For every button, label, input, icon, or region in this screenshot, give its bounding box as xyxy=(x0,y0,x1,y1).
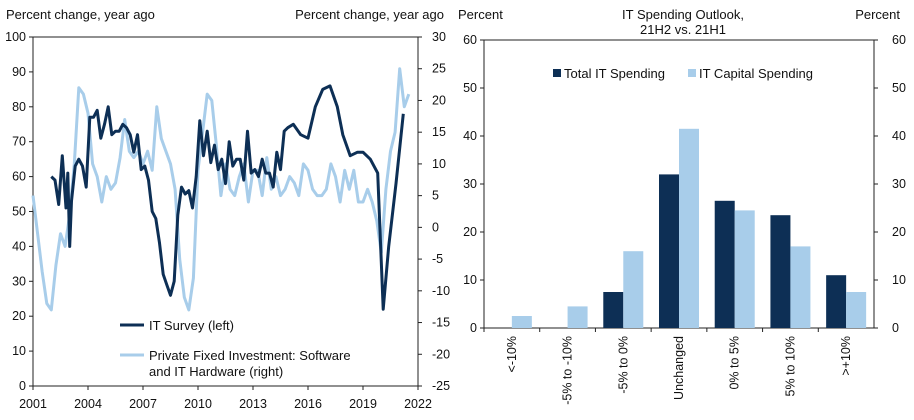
right-y-tick-label: 10 xyxy=(432,157,446,171)
bar-chart-subtitle: 21H2 vs. 21H1 xyxy=(640,22,726,37)
right-y-tick-label: -20 xyxy=(432,347,450,361)
bar-category-label: Unchanged xyxy=(672,336,686,400)
x-tick-label: 2001 xyxy=(19,397,47,411)
left-y-tick-label: 60 xyxy=(12,170,26,184)
line-chart: Percent change, year ago Percent change,… xyxy=(5,7,450,411)
right-y-tick-label: 20 xyxy=(432,93,446,107)
bar-category-label: 5% to 10% xyxy=(783,336,797,396)
x-tick-label: 2022 xyxy=(404,397,432,411)
bar-it-capital-10 xyxy=(511,316,532,328)
bar-category-label: -5% to 0% xyxy=(616,336,630,394)
legend-label-line-1: Private Fixed Investment: Software xyxy=(149,348,351,363)
left-y-tick-label: 90 xyxy=(12,65,26,79)
bar-chart-title: IT Spending Outlook, xyxy=(622,7,744,22)
left-y-tick-label: 0 xyxy=(19,379,26,393)
bar-left-y-tick-label: 10 xyxy=(463,273,477,287)
axis-ticks: 0 10 20 30 40 50 60 70 80 90 100 -25 -20 -15 -10 -5 0 5 10… xyxy=(5,30,450,411)
line-legend: IT Survey (left) Private Fixed Investmen… xyxy=(120,318,354,379)
bar-right-y-tick-label: 50 xyxy=(892,81,906,95)
x-tick-label: 2004 xyxy=(74,397,102,411)
right-axis-label: Percent change, year ago xyxy=(295,7,444,22)
bar-right-y-tick-label: 10 xyxy=(892,273,906,287)
x-tick-label: 2007 xyxy=(129,397,157,411)
bar-left-y-tick-label: 0 xyxy=(470,321,477,335)
bar-right-y-tick-label: 60 xyxy=(892,33,906,47)
bar-it-capital-10 xyxy=(846,292,867,328)
left-y-tick-label: 80 xyxy=(12,100,26,114)
bar-left-y-tick-label: 40 xyxy=(463,129,477,143)
bar-total-it-5-to-10 xyxy=(770,215,791,328)
bar-it-capital-unchanged xyxy=(679,128,699,328)
bar-left-y-tick-label: 30 xyxy=(463,177,477,191)
left-y-tick-label: 10 xyxy=(12,344,26,358)
right-y-tick-label: 15 xyxy=(432,125,446,139)
legend-swatch-it-capital xyxy=(688,69,696,77)
bars xyxy=(511,128,867,328)
left-y-tick-label: 100 xyxy=(5,30,26,44)
series-line-private-fixed-investment xyxy=(31,67,411,312)
right-y-tick-label: -10 xyxy=(432,284,450,298)
bar-left-y-tick-label: 50 xyxy=(463,81,477,95)
bar-category-label: <-10% xyxy=(505,336,519,372)
bar-it-capital-0-to-5 xyxy=(734,210,755,328)
bar-axis-ticks: 0 0 10 10 20 20 30 30 40 40 50 50 60 60 <-10% -5% to -1… xyxy=(463,33,906,405)
left-y-tick-label: 30 xyxy=(12,274,26,288)
left-axis-label: Percent change, year ago xyxy=(6,7,155,22)
bar-it-capital-5-to-10 xyxy=(567,306,588,328)
left-y-tick-label: 50 xyxy=(12,205,26,219)
bar-chart: Percent Percent IT Spending Outlook, 21H… xyxy=(458,7,906,405)
x-tick-label: 2016 xyxy=(294,397,322,411)
legend-label-it-survey: IT Survey (left) xyxy=(149,318,234,333)
right-y-tick-label: 0 xyxy=(432,220,439,234)
x-tick-label: 2013 xyxy=(239,397,267,411)
bar-category-label: 0% to 5% xyxy=(728,336,742,390)
legend-swatch-total-it xyxy=(553,69,561,77)
legend-label-line-2: and IT Hardware (right) xyxy=(149,364,283,379)
bar-it-capital-5-to-0 xyxy=(623,251,644,328)
x-tick-label: 2019 xyxy=(349,397,377,411)
bar-total-it-unchanged xyxy=(659,174,679,328)
legend-label-private-fixed-investment: Private Fixed Investment: Software and I… xyxy=(149,348,354,379)
bar-right-y-tick-label: 0 xyxy=(892,321,899,335)
bar-left-y-tick-label: 60 xyxy=(463,33,477,47)
bar-total-it-10 xyxy=(826,275,847,328)
series-lines xyxy=(31,67,411,312)
bar-it-capital-5-to-10 xyxy=(790,246,811,328)
bar-right-y-tick-label: 30 xyxy=(892,177,906,191)
right-y-tick-label: 25 xyxy=(432,62,446,76)
left-y-tick-label: 70 xyxy=(12,135,26,149)
bar-category-label: -5% to -10% xyxy=(561,336,575,405)
bar-right-axis-label: Percent xyxy=(855,7,900,22)
right-y-tick-label: -5 xyxy=(432,252,443,266)
bar-category-label: >+10% xyxy=(839,336,853,376)
right-y-tick-label: 30 xyxy=(432,30,446,44)
bar-total-it-5-to-0 xyxy=(603,292,624,328)
bar-legend: Total IT Spending IT Capital Spending xyxy=(553,66,813,81)
bar-right-y-tick-label: 20 xyxy=(892,225,906,239)
right-y-tick-label: -25 xyxy=(432,379,450,393)
right-y-tick-label: -15 xyxy=(432,316,450,330)
bar-left-axis-label: Percent xyxy=(458,7,503,22)
bar-total-it-0-to-5 xyxy=(714,200,735,328)
right-y-tick-label: 5 xyxy=(432,189,439,203)
left-y-tick-label: 40 xyxy=(12,239,26,253)
bar-right-y-tick-label: 40 xyxy=(892,129,906,143)
x-tick-label: 2010 xyxy=(184,397,212,411)
left-y-tick-label: 20 xyxy=(12,309,26,323)
plot-frame xyxy=(32,36,419,387)
bar-left-y-tick-label: 20 xyxy=(463,225,477,239)
legend-label-total-it: Total IT Spending xyxy=(564,66,665,81)
series-line-it-survey xyxy=(50,84,405,311)
legend-label-it-capital: IT Capital Spending xyxy=(699,66,813,81)
